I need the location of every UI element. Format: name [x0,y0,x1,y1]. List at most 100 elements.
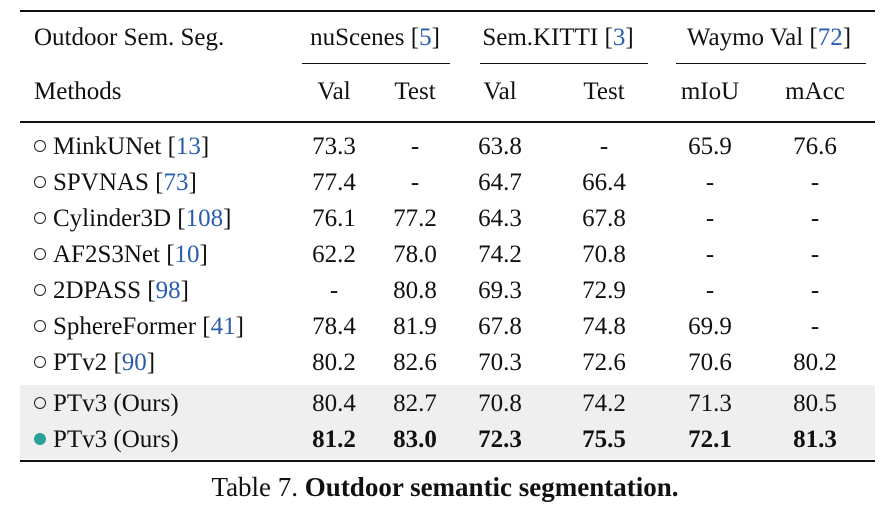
methods-label: Methods [34,78,122,105]
table-cell: 80.8 [393,277,437,304]
top-rule [20,10,875,12]
column-header: Val [483,78,517,105]
hollow-circle-icon [34,212,46,224]
table-cell: - [705,241,715,268]
table-cell: 70.8 [582,241,626,268]
table-cell: 77.4 [312,169,356,196]
table-cell: 74.2 [582,390,626,417]
column-header: mIoU [680,78,740,105]
table-cell: - [810,169,820,196]
caption-title: Outdoor semantic segmentation. [304,472,679,502]
caption-prefix: Table 7. [211,472,299,502]
table-cell: 64.3 [478,205,522,232]
method-name: SphereFormer [41] [34,309,244,345]
citation-link[interactable]: 5 [419,24,432,51]
table-cell: - [810,205,820,232]
table-cell: 69.9 [688,313,732,340]
method-name: PTv3 (Ours) [34,386,179,422]
table-caption: Table 7. Outdoor semantic segmentation. [0,472,890,503]
table-cell: 83.0 [393,426,437,453]
group-header-waymo: Waymo Val [72] [686,24,852,51]
method-name: Cylinder3D [108] [34,201,231,237]
table-cell: 81.2 [312,426,356,453]
table-cell: 70.8 [478,390,522,417]
table-cell: 82.6 [393,349,437,376]
table-cell: 62.2 [312,241,356,268]
filled-circle-icon [34,433,46,445]
table-cell: 66.4 [582,169,626,196]
hollow-circle-icon [34,356,46,368]
table-cell: 80.2 [312,349,356,376]
citation-link[interactable]: 108 [185,205,224,232]
table-cell: 73.3 [312,133,356,160]
hollow-circle-icon [34,284,46,296]
table-cell: 70.3 [478,349,522,376]
citation-link[interactable]: 90 [121,349,147,376]
table-cell: 81.9 [393,313,437,340]
table-cell: 76.1 [312,205,356,232]
table-cell: 72.9 [582,277,626,304]
table-cell: - [410,169,420,196]
method-name: MinkUNet [13] [34,129,209,165]
citation-link[interactable]: 72 [817,24,843,51]
method-name: SPVNAS [73] [34,165,197,201]
table-cell: 64.7 [478,169,522,196]
group-header-semkitti: Sem.KITTI [3] [482,24,634,51]
table-cell: 74.8 [582,313,626,340]
group-underline [480,63,648,64]
hollow-circle-icon [34,320,46,332]
citation-link[interactable]: 98 [155,277,181,304]
table-cell: 78.4 [312,313,356,340]
table-cell: 80.4 [312,390,356,417]
bottom-rule [20,460,875,462]
group-header-nuscenes: nuScenes [5] [310,24,440,51]
table-cell: 65.9 [688,133,732,160]
column-header: Test [583,78,625,105]
citation-link[interactable]: 3 [612,24,626,51]
corner-label: Outdoor Sem. Seg. [34,24,225,51]
subheader-row: Methods Val Test Val Test mIoU mAcc [20,74,875,110]
table-cell: 81.3 [793,426,837,453]
table-row-ours: PTv3 (Ours) 80.4 82.7 70.8 74.2 71.3 80.… [20,386,875,422]
table-row: Cylinder3D [108] 76.1 77.2 64.3 67.8 - - [20,201,875,237]
table-cell: 72.1 [688,426,732,453]
table-cell: 74.2 [478,241,522,268]
table-cell: 78.0 [393,241,437,268]
column-header: Val [317,78,351,105]
table-cell: 63.8 [478,133,522,160]
group-underline [302,63,450,64]
method-name: PTv2 [90] [34,345,155,381]
table-cell: - [705,169,715,196]
table-cell: - [705,277,715,304]
table-cell: - [705,205,715,232]
table-cell: 71.3 [688,390,732,417]
method-name: PTv3 (Ours) [34,422,179,458]
table-row: SPVNAS [73] 77.4 - 64.7 66.4 - - [20,165,875,201]
citation-link[interactable]: 41 [210,313,236,340]
table-cell: - [329,277,339,304]
citation-link[interactable]: 10 [174,241,200,268]
table-row-ours-best: PTv3 (Ours) 81.2 83.0 72.3 75.5 72.1 81.… [20,422,875,458]
table-row: SphereFormer [41] 78.4 81.9 67.8 74.8 69… [20,309,875,345]
table-cell: 76.6 [793,133,837,160]
table-cell: 70.6 [688,349,732,376]
table-cell: - [599,133,609,160]
column-header: Test [394,78,436,105]
table-cell: 80.5 [793,390,837,417]
table-cell: 80.2 [793,349,837,376]
hollow-circle-icon [34,140,46,152]
citation-link[interactable]: 73 [163,169,189,196]
table-cell: 67.8 [582,205,626,232]
table-cell: 77.2 [393,205,437,232]
table-row: MinkUNet [13] 73.3 - 63.8 - 65.9 76.6 [20,129,875,165]
table-row: AF2S3Net [10] 62.2 78.0 74.2 70.8 - - [20,237,875,273]
citation-link[interactable]: 13 [175,133,201,160]
header-rule [20,121,875,123]
column-header: mAcc [785,78,845,105]
table-cell: - [810,313,820,340]
method-name: 2DPASS [98] [34,273,189,309]
table-cell: - [810,277,820,304]
hollow-circle-icon [34,248,46,260]
hollow-circle-icon [34,176,46,188]
table-cell: 82.7 [393,390,437,417]
